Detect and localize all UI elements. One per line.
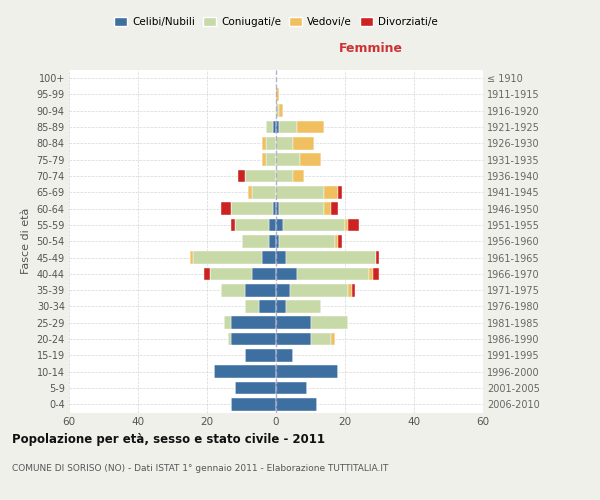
Bar [331, 202, 338, 215]
Bar [231, 332, 276, 345]
Bar [331, 332, 335, 345]
Bar [231, 398, 276, 410]
Bar [293, 170, 304, 182]
Bar [266, 154, 276, 166]
Bar [235, 218, 269, 232]
Bar [211, 268, 252, 280]
Bar [252, 186, 276, 198]
Bar [345, 218, 349, 232]
Bar [286, 300, 321, 313]
Bar [231, 202, 272, 215]
Bar [276, 382, 307, 394]
Bar [221, 284, 245, 296]
Bar [245, 284, 276, 296]
Bar [276, 218, 283, 232]
Bar [238, 170, 245, 182]
Bar [280, 202, 324, 215]
Bar [290, 284, 349, 296]
Text: COMUNE DI SORISO (NO) - Dati ISTAT 1° gennaio 2011 - Elaborazione TUTTITALIA.IT: COMUNE DI SORISO (NO) - Dati ISTAT 1° ge… [12, 464, 388, 473]
Bar [311, 316, 349, 329]
Bar [272, 202, 276, 215]
Bar [276, 398, 317, 410]
Bar [296, 268, 369, 280]
Bar [262, 137, 266, 150]
Bar [214, 366, 276, 378]
Bar [242, 235, 269, 248]
Bar [224, 316, 231, 329]
Bar [280, 104, 283, 117]
Bar [276, 251, 286, 264]
Bar [349, 218, 359, 232]
Bar [276, 332, 311, 345]
Bar [228, 332, 231, 345]
Bar [235, 382, 276, 394]
Bar [296, 120, 324, 134]
Bar [325, 202, 331, 215]
Bar [262, 251, 276, 264]
Bar [286, 251, 376, 264]
Bar [276, 137, 293, 150]
Bar [245, 349, 276, 362]
Bar [276, 268, 296, 280]
Bar [276, 235, 280, 248]
Text: Femmine: Femmine [339, 42, 403, 54]
Bar [262, 154, 266, 166]
Bar [376, 251, 379, 264]
Bar [245, 170, 276, 182]
Bar [335, 235, 338, 248]
Y-axis label: Fasce di età: Fasce di età [21, 208, 31, 274]
Bar [266, 137, 276, 150]
Bar [269, 235, 276, 248]
Bar [276, 104, 280, 117]
Bar [276, 316, 311, 329]
Bar [338, 235, 341, 248]
Bar [231, 218, 235, 232]
Bar [245, 300, 259, 313]
Bar [276, 186, 325, 198]
Bar [276, 300, 286, 313]
Bar [369, 268, 373, 280]
Bar [325, 186, 338, 198]
Bar [252, 268, 276, 280]
Bar [269, 218, 276, 232]
Bar [259, 300, 276, 313]
Legend: Celibi/Nubili, Coniugati/e, Vedovi/e, Divorziati/e: Celibi/Nubili, Coniugati/e, Vedovi/e, Di… [110, 12, 442, 31]
Bar [373, 268, 379, 280]
Bar [276, 366, 338, 378]
Bar [311, 332, 331, 345]
Bar [266, 120, 272, 134]
Bar [276, 120, 280, 134]
Bar [248, 186, 252, 198]
Bar [231, 316, 276, 329]
Bar [203, 268, 211, 280]
Bar [272, 120, 276, 134]
Bar [276, 154, 300, 166]
Bar [276, 88, 280, 101]
Bar [276, 170, 293, 182]
Text: Popolazione per età, sesso e stato civile - 2011: Popolazione per età, sesso e stato civil… [12, 432, 325, 446]
Bar [300, 154, 321, 166]
Bar [293, 137, 314, 150]
Bar [349, 284, 352, 296]
Bar [280, 235, 335, 248]
Bar [221, 202, 231, 215]
Bar [276, 284, 290, 296]
Bar [276, 202, 280, 215]
Bar [280, 120, 296, 134]
Bar [190, 251, 193, 264]
Bar [352, 284, 355, 296]
Bar [338, 186, 341, 198]
Bar [276, 349, 293, 362]
Bar [283, 218, 345, 232]
Bar [193, 251, 262, 264]
